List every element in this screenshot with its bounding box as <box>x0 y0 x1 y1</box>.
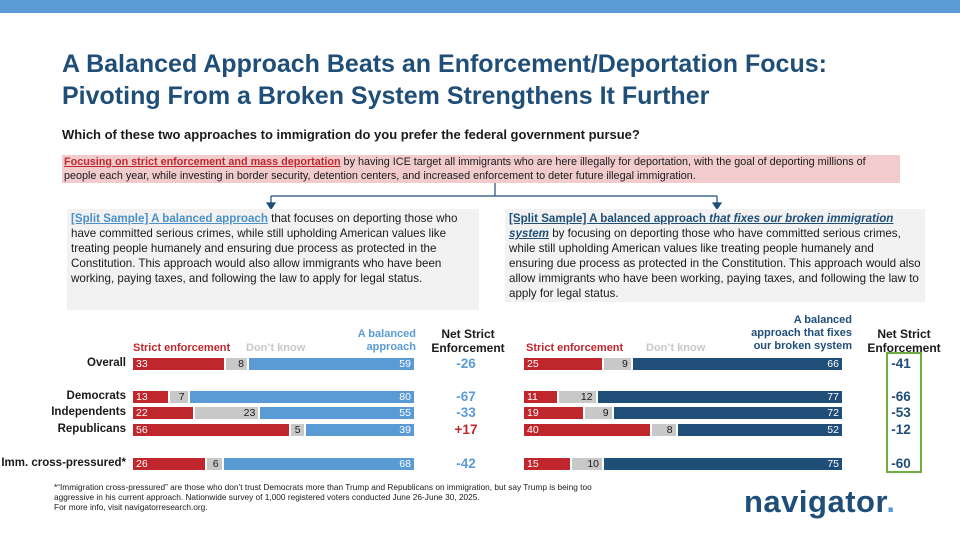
left-bar-strict: 13 <box>133 391 168 403</box>
left-bar-dont-know: 23 <box>195 407 259 419</box>
left-bar-dont-know: 5 <box>291 424 304 436</box>
option-balanced-text: that focuses on deporting those who have… <box>71 212 458 285</box>
right-bar-dont-know: 9 <box>604 358 631 370</box>
left-header-balanced-line-2: approach <box>366 341 416 353</box>
row-label: Democrats <box>66 390 126 402</box>
question-text: Which of these two approaches to immigra… <box>62 127 640 142</box>
right-header-strict: Strict enforcement <box>526 342 624 354</box>
row-label: Republicans <box>57 423 126 435</box>
left-header-net: Net Strict Enforcement <box>422 327 514 355</box>
right-header-fixes-line-3: our broken system <box>753 340 852 352</box>
row-label: Independents <box>51 406 126 418</box>
right-bar-balanced: 66 <box>632 358 842 370</box>
row-label: Overall <box>87 357 126 369</box>
navigator-logo: navigator. <box>744 484 895 520</box>
left-bar-strict: 56 <box>133 424 290 436</box>
right-header-fixes-line-1: A balanced <box>793 314 852 326</box>
right-header-fixes-line-2: approach that fixes <box>751 327 852 339</box>
option-enforcement-box: Focusing on strict enforcement and mass … <box>62 155 900 183</box>
footnote-line-1: *“Immigration cross-pressured” are those… <box>54 482 592 492</box>
left-header-net-line-2: Enforcement <box>431 341 505 355</box>
footnote-line-3: For more info, visit navigatorresearch.o… <box>54 502 208 512</box>
right-bar-strict: 40 <box>524 424 650 436</box>
option-fixes-highlight-b: that fixes our broken immigration system <box>509 212 894 240</box>
right-bar-balanced: 72 <box>613 407 842 419</box>
option-fixes-text: by focusing on deporting those who have … <box>509 227 921 300</box>
footnote-line-2: aggressive in his current approach. Nati… <box>54 492 480 502</box>
left-header-balanced-line-1: A balanced <box>357 328 416 340</box>
right-net-value: -66 <box>891 389 911 404</box>
left-bar-dont-know: 6 <box>206 458 222 470</box>
logo-dot: . <box>886 484 896 519</box>
option-balanced-box: [Split Sample] A balanced approach that … <box>67 209 479 310</box>
option-fixes-highlight: [Split Sample] A balanced approach that … <box>509 212 893 240</box>
left-header-balanced: A balanced approach <box>330 328 416 354</box>
left-header-strict: Strict enforcement <box>133 342 231 354</box>
right-bar-balanced: 77 <box>597 391 842 403</box>
right-bar-dont-know: 10 <box>572 458 602 470</box>
right-header-net-line-2: Enforcement <box>867 341 941 355</box>
left-net-value: -67 <box>456 389 476 404</box>
top-accent-bar <box>0 0 960 13</box>
right-net-value: -12 <box>891 422 911 437</box>
right-bar-dont-know: 9 <box>584 407 612 419</box>
option-enforcement-text: by having ICE target all immigrants who … <box>64 156 866 182</box>
option-fixes-box: [Split Sample] A balanced approach that … <box>505 209 925 302</box>
right-bar-balanced: 52 <box>677 424 842 436</box>
right-bar-dont-know: 8 <box>652 424 676 436</box>
page-title: A Balanced Approach Beats an Enforcement… <box>62 48 942 112</box>
left-net-value: +17 <box>454 422 478 437</box>
right-header-net: Net Strict Enforcement <box>858 327 950 355</box>
right-bar-strict: 19 <box>524 407 583 419</box>
left-bar-balanced: 55 <box>260 407 414 419</box>
left-bar-strict: 22 <box>133 407 194 419</box>
right-net-value: -41 <box>891 356 911 371</box>
left-bar-balanced: 68 <box>223 458 414 470</box>
right-net-value: -60 <box>891 456 911 471</box>
left-bar-balanced: 59 <box>249 358 414 370</box>
right-header-fixes: A balanced approach that fixes our broke… <box>720 314 852 353</box>
option-fixes-highlight-a: [Split Sample] A balanced approach <box>509 212 710 225</box>
option-balanced-highlight: [Split Sample] A balanced approach <box>71 212 268 225</box>
logo-word: navigator <box>744 484 887 519</box>
right-bar-dont-know: 12 <box>559 391 596 403</box>
right-net-value: -53 <box>891 405 911 420</box>
left-bar-dont-know: 7 <box>169 391 188 403</box>
left-header-net-line-1: Net Strict <box>441 327 495 341</box>
right-header-dont-know: Don’t know <box>646 342 706 354</box>
left-bar-balanced: 39 <box>305 424 414 436</box>
row-label: Imm. cross-pressured* <box>1 457 126 469</box>
left-bar-strict: 26 <box>133 458 205 470</box>
left-header-dont-know: Don’t know <box>246 342 306 354</box>
right-bar-strict: 15 <box>524 458 570 470</box>
footnote: *“Immigration cross-pressured” are those… <box>54 482 714 512</box>
right-header-net-line-1: Net Strict <box>877 327 931 341</box>
left-bar-balanced: 80 <box>189 391 414 403</box>
option-enforcement-highlight: Focusing on strict enforcement and mass … <box>64 156 341 168</box>
title-line-2: Pivoting From a Broken System Strengthen… <box>62 82 710 110</box>
left-net-value: -42 <box>456 456 476 471</box>
right-bar-strict: 11 <box>524 391 558 403</box>
left-bar-dont-know: 8 <box>226 358 247 370</box>
title-line-1: A Balanced Approach Beats an Enforcement… <box>62 50 827 78</box>
left-bar-strict: 33 <box>133 358 225 370</box>
right-bar-strict: 25 <box>524 358 602 370</box>
left-net-value: -33 <box>456 405 476 420</box>
left-net-value: -26 <box>456 356 476 371</box>
net-highlight-box <box>886 352 922 473</box>
right-bar-balanced: 75 <box>604 458 842 470</box>
